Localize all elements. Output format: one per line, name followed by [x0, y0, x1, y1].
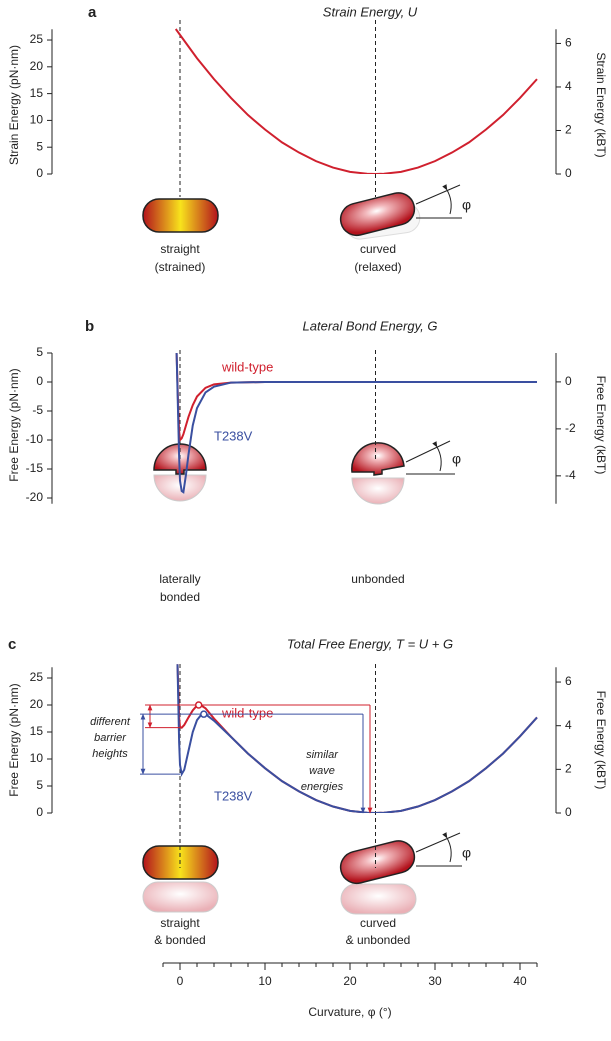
- y-tick-label: -15: [26, 461, 44, 475]
- y-tick-label: 25: [30, 670, 44, 684]
- y2-tick-label: 2: [565, 123, 572, 137]
- y2-axis-label: Free Energy (kBT): [594, 376, 608, 475]
- y2-tick-label: -2: [565, 421, 576, 435]
- y2-tick-label: 6: [565, 36, 572, 50]
- y2-tick-label: 4: [565, 718, 572, 732]
- y-tick-label: 15: [30, 724, 44, 738]
- annotation: barrier: [94, 732, 127, 744]
- series-label: T238V: [214, 788, 253, 803]
- illustration-label: curved: [360, 242, 396, 256]
- illustration-label: straight: [160, 242, 200, 256]
- y-tick-label: 0: [36, 166, 43, 180]
- series-label: T238V: [214, 428, 253, 443]
- y-tick-label: 0: [36, 374, 43, 388]
- x-tick-label: 0: [177, 974, 184, 988]
- illustration-label: straight: [160, 916, 200, 930]
- annotation: heights: [92, 748, 128, 760]
- y-tick-label: -5: [32, 403, 43, 417]
- annotation: wave: [309, 765, 335, 777]
- chart-title: Strain Energy, U: [323, 4, 418, 19]
- y2-tick-label: 0: [565, 166, 572, 180]
- y-tick-label: 5: [36, 345, 43, 359]
- illustration-label: laterally: [159, 572, 200, 586]
- y-tick-label: 10: [30, 113, 44, 127]
- barrier-peak: [200, 710, 208, 718]
- chart-title: Total Free Energy, T = U + G: [287, 636, 453, 651]
- y-tick-label: 20: [30, 59, 44, 73]
- panel-letter: a: [88, 4, 97, 21]
- annotation: similar: [306, 749, 339, 761]
- illustration-label: unbonded: [351, 572, 404, 586]
- illustration-label: (strained): [155, 260, 206, 274]
- curve: [176, 664, 538, 814]
- curve: [174, 28, 538, 174]
- barrier-peak: [194, 701, 203, 709]
- illustration-curved: [339, 184, 462, 240]
- curve: [175, 352, 537, 494]
- illustration-label: & unbonded: [346, 933, 411, 947]
- y-tick-label: 20: [30, 697, 44, 711]
- panel-letter: c: [8, 636, 16, 653]
- chart-title: Lateral Bond Energy, G: [303, 318, 438, 333]
- x-axis-label: Curvature, φ (°): [308, 1005, 391, 1019]
- y-tick-label: -20: [26, 490, 44, 504]
- annotation: different: [90, 716, 131, 728]
- illustration-unbonded: [351, 440, 455, 505]
- illustration-label: bonded: [160, 590, 200, 604]
- y-axis-label: Free Energy (pN·nm): [7, 683, 21, 796]
- y2-tick-label: 2: [565, 762, 572, 776]
- y-tick-label: 15: [30, 86, 44, 100]
- series-label: wild-type: [221, 705, 273, 720]
- y2-tick-label: 0: [565, 805, 572, 819]
- y2-tick-label: 0: [565, 374, 572, 388]
- y-tick-label: 5: [36, 139, 43, 153]
- annotation: energies: [301, 781, 344, 793]
- illustration-label: (relaxed): [354, 260, 401, 274]
- x-tick-label: 20: [343, 974, 357, 988]
- x-tick-label: 10: [258, 974, 272, 988]
- y-tick-label: 10: [30, 751, 44, 765]
- angle-label: φ: [462, 197, 471, 213]
- y-tick-label: 0: [36, 805, 43, 819]
- illustration-label: & bonded: [154, 933, 205, 947]
- panel-letter: b: [85, 318, 94, 335]
- y2-axis-label: Strain Energy (kBT): [594, 52, 608, 157]
- angle-label: φ: [452, 451, 461, 467]
- illustration-label: curved: [360, 916, 396, 930]
- y2-tick-label: 4: [565, 79, 572, 93]
- y-tick-label: 5: [36, 778, 43, 792]
- y-axis-label: Free Energy (pN·nm): [7, 368, 21, 481]
- series-label: wild-type: [221, 359, 273, 374]
- x-tick-label: 40: [513, 974, 527, 988]
- x-tick-label: 30: [428, 974, 442, 988]
- illustration-straight: [142, 198, 219, 233]
- y-tick-label: 25: [30, 32, 44, 46]
- y-tick-label: -10: [26, 432, 44, 446]
- y2-tick-label: -4: [565, 468, 576, 482]
- y-axis-label: Strain Energy (pN·nm): [7, 45, 21, 165]
- y2-tick-label: 6: [565, 674, 572, 688]
- y2-axis-label: Free Energy (kBT): [594, 691, 608, 790]
- illustration-curved-unbonded: [339, 832, 462, 915]
- angle-label: φ: [462, 845, 471, 861]
